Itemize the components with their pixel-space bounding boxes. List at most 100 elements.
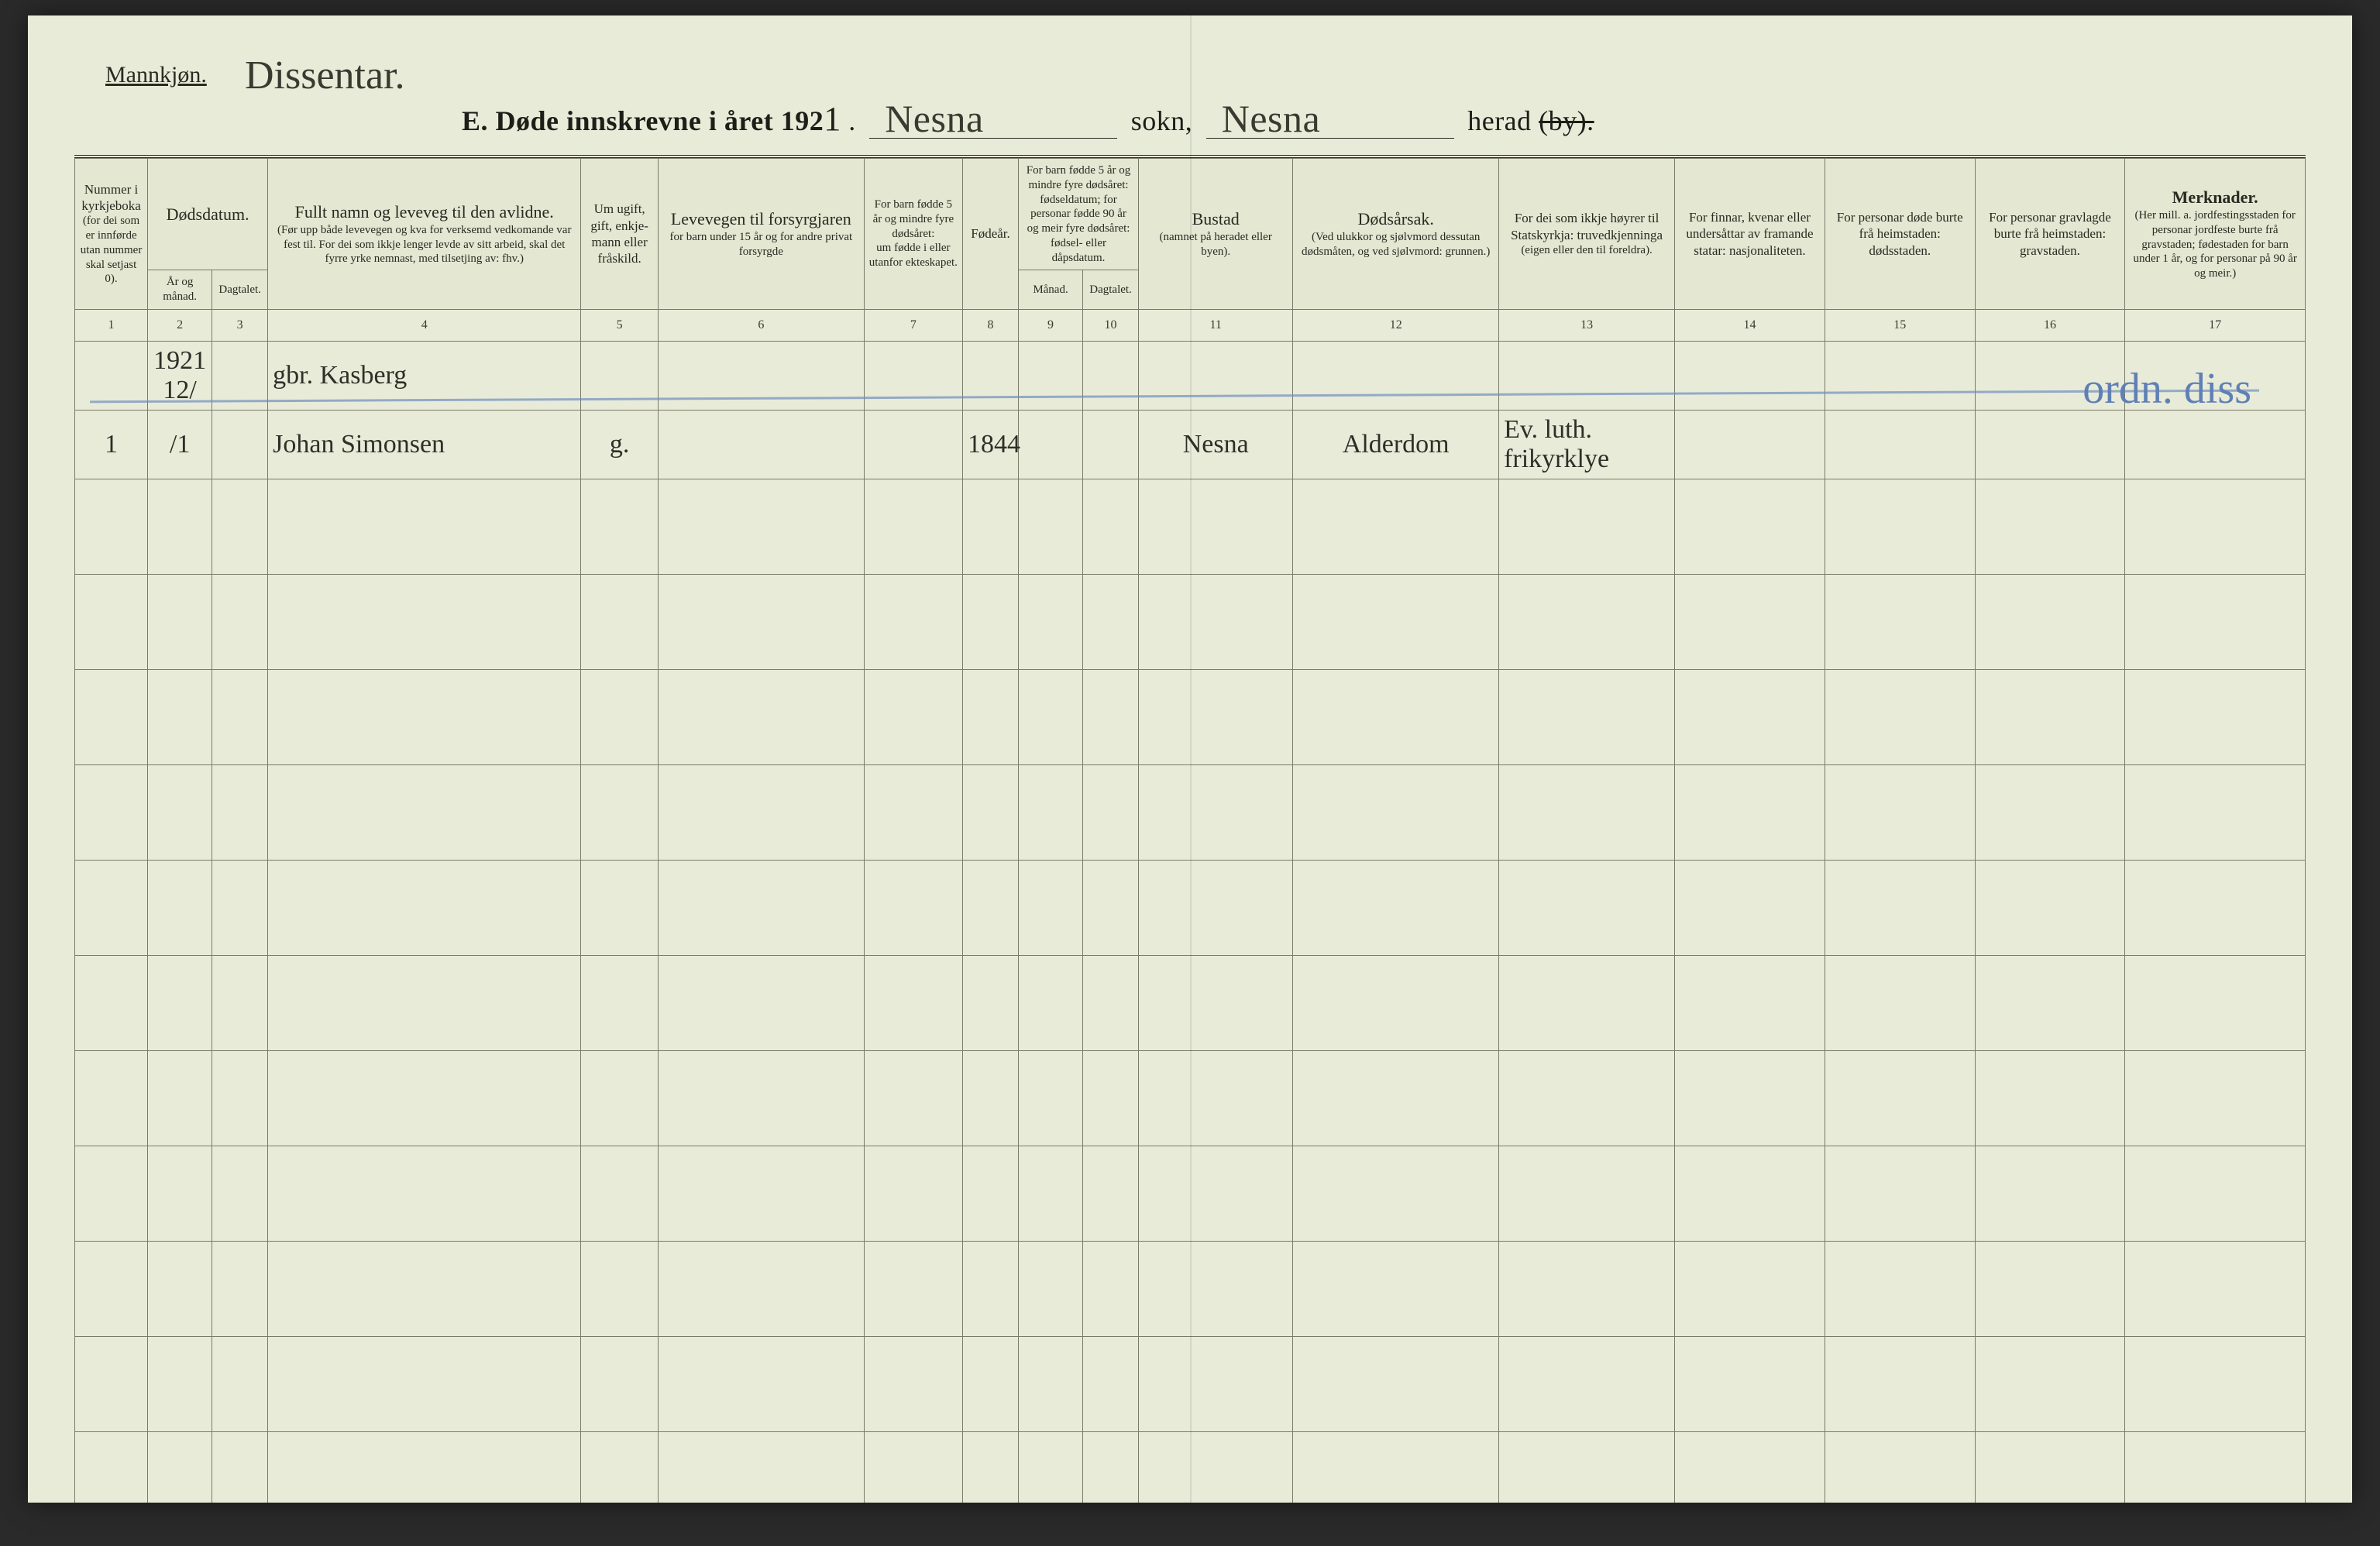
empty-cell [75,1336,148,1431]
empty-cell [864,1336,962,1431]
colnum-1: 1 [75,309,148,341]
colnum-3: 3 [212,309,268,341]
col2-sub: År og månad. [148,270,212,310]
col9-10-head: For barn fødde 5 år og mindre fyre dødså… [1019,159,1139,270]
col3-sub: Dag­talet. [212,270,268,310]
empty-cell [75,860,148,955]
empty-cell [2125,479,2306,574]
empty-cell [2125,1336,2306,1431]
empty-cell [1975,479,2125,574]
r1c13 [1499,341,1675,410]
empty-cell [963,764,1019,860]
empty-cell [212,669,268,764]
empty-cell [1499,955,1675,1050]
colnum-11: 11 [1139,309,1293,341]
blue-margin-note: ordn. diss [2082,364,2251,414]
r1c11 [1139,341,1293,410]
empty-cell [1139,479,1293,574]
empty-cell [1825,1431,1975,1503]
empty-cell [148,764,212,860]
empty-cell [1083,479,1139,574]
empty-cell [963,669,1019,764]
r2c7 [864,410,962,479]
empty-cell [2125,1431,2306,1503]
title-prefix: E. Døde innskrevne i året 192 [462,105,824,136]
empty-cell [1675,955,1825,1050]
r2c17 [2125,410,2306,479]
empty-cell [212,955,268,1050]
empty-cell [268,574,581,669]
colnum-5: 5 [581,309,659,341]
empty-cell [268,1336,581,1431]
gender-label: Mannkjøn. [105,62,207,88]
empty-cell [212,1146,268,1241]
r2c13: Ev. luth.frikyrklye [1499,410,1675,479]
herad-hand: Nesna [1222,96,1320,141]
empty-cell [75,574,148,669]
empty-cell [1019,1431,1083,1503]
empty-cell [1019,764,1083,860]
empty-cell [268,1241,581,1336]
empty-cell [1019,860,1083,955]
colnum-8: 8 [963,309,1019,341]
col13-head: For dei som ikkje høyrer til Statskyrkja… [1499,159,1675,310]
empty-cell [212,1431,268,1503]
empty-cell [1083,1431,1139,1503]
empty-cell [1975,764,2125,860]
empty-cell [581,1050,659,1146]
empty-cell [963,860,1019,955]
empty-cell [1975,1241,2125,1336]
empty-cell [1975,1431,2125,1503]
empty-cell [1083,1241,1139,1336]
empty-cell [864,955,962,1050]
empty-cell [1083,669,1139,764]
r2c1: 1 [75,410,148,479]
empty-cell [148,574,212,669]
col6-head: Levevegen til forsyrgjarenfor barn under… [658,159,864,310]
page-fold [1190,15,1192,1503]
empty-cell [1675,1336,1825,1431]
empty-cell [1019,669,1083,764]
handwritten-dissentar: Dissentar. [245,53,405,98]
empty-cell [1499,479,1675,574]
empty-cell [864,1146,962,1241]
empty-cell [1499,1241,1675,1336]
empty-cell [268,860,581,955]
col8-head: Føde­år. [963,159,1019,310]
empty-cell [1975,955,2125,1050]
empty-cell [1293,669,1499,764]
empty-cell [1139,1431,1293,1503]
empty-cell [268,1050,581,1146]
r2c16 [1975,410,2125,479]
empty-cell [1293,1146,1499,1241]
empty-cell [1139,574,1293,669]
empty-cell [2125,1146,2306,1241]
r2c11: Nesna [1139,410,1293,479]
ledger-page: Mannkjøn. Dissentar. E. Døde innskrevne … [28,15,2352,1503]
empty-cell [268,764,581,860]
empty-cell [148,955,212,1050]
empty-cell [148,669,212,764]
col7-head: For barn fødde 5 år og mindre fyre døds­… [864,159,962,310]
empty-cell [1083,764,1139,860]
col16-head: For personar gravlagde burte frå heimsta… [1975,159,2125,310]
empty-cell [864,764,962,860]
empty-cell [2125,1050,2306,1146]
empty-cell [581,574,659,669]
empty-cell [1675,1050,1825,1146]
colnum-10: 10 [1083,309,1139,341]
empty-cell [75,1050,148,1146]
empty-cell [1499,1431,1675,1503]
empty-cell [581,1241,659,1336]
empty-cell [1139,1336,1293,1431]
empty-cell [1825,1146,1975,1241]
empty-cell [1083,955,1139,1050]
empty-cell [1293,764,1499,860]
empty-cell [581,669,659,764]
empty-cell [212,1050,268,1146]
empty-cell [864,669,962,764]
sokn-hand: Nesna [885,96,983,141]
empty-cell [1139,1146,1293,1241]
r1c1 [75,341,148,410]
empty-cell [1675,479,1825,574]
